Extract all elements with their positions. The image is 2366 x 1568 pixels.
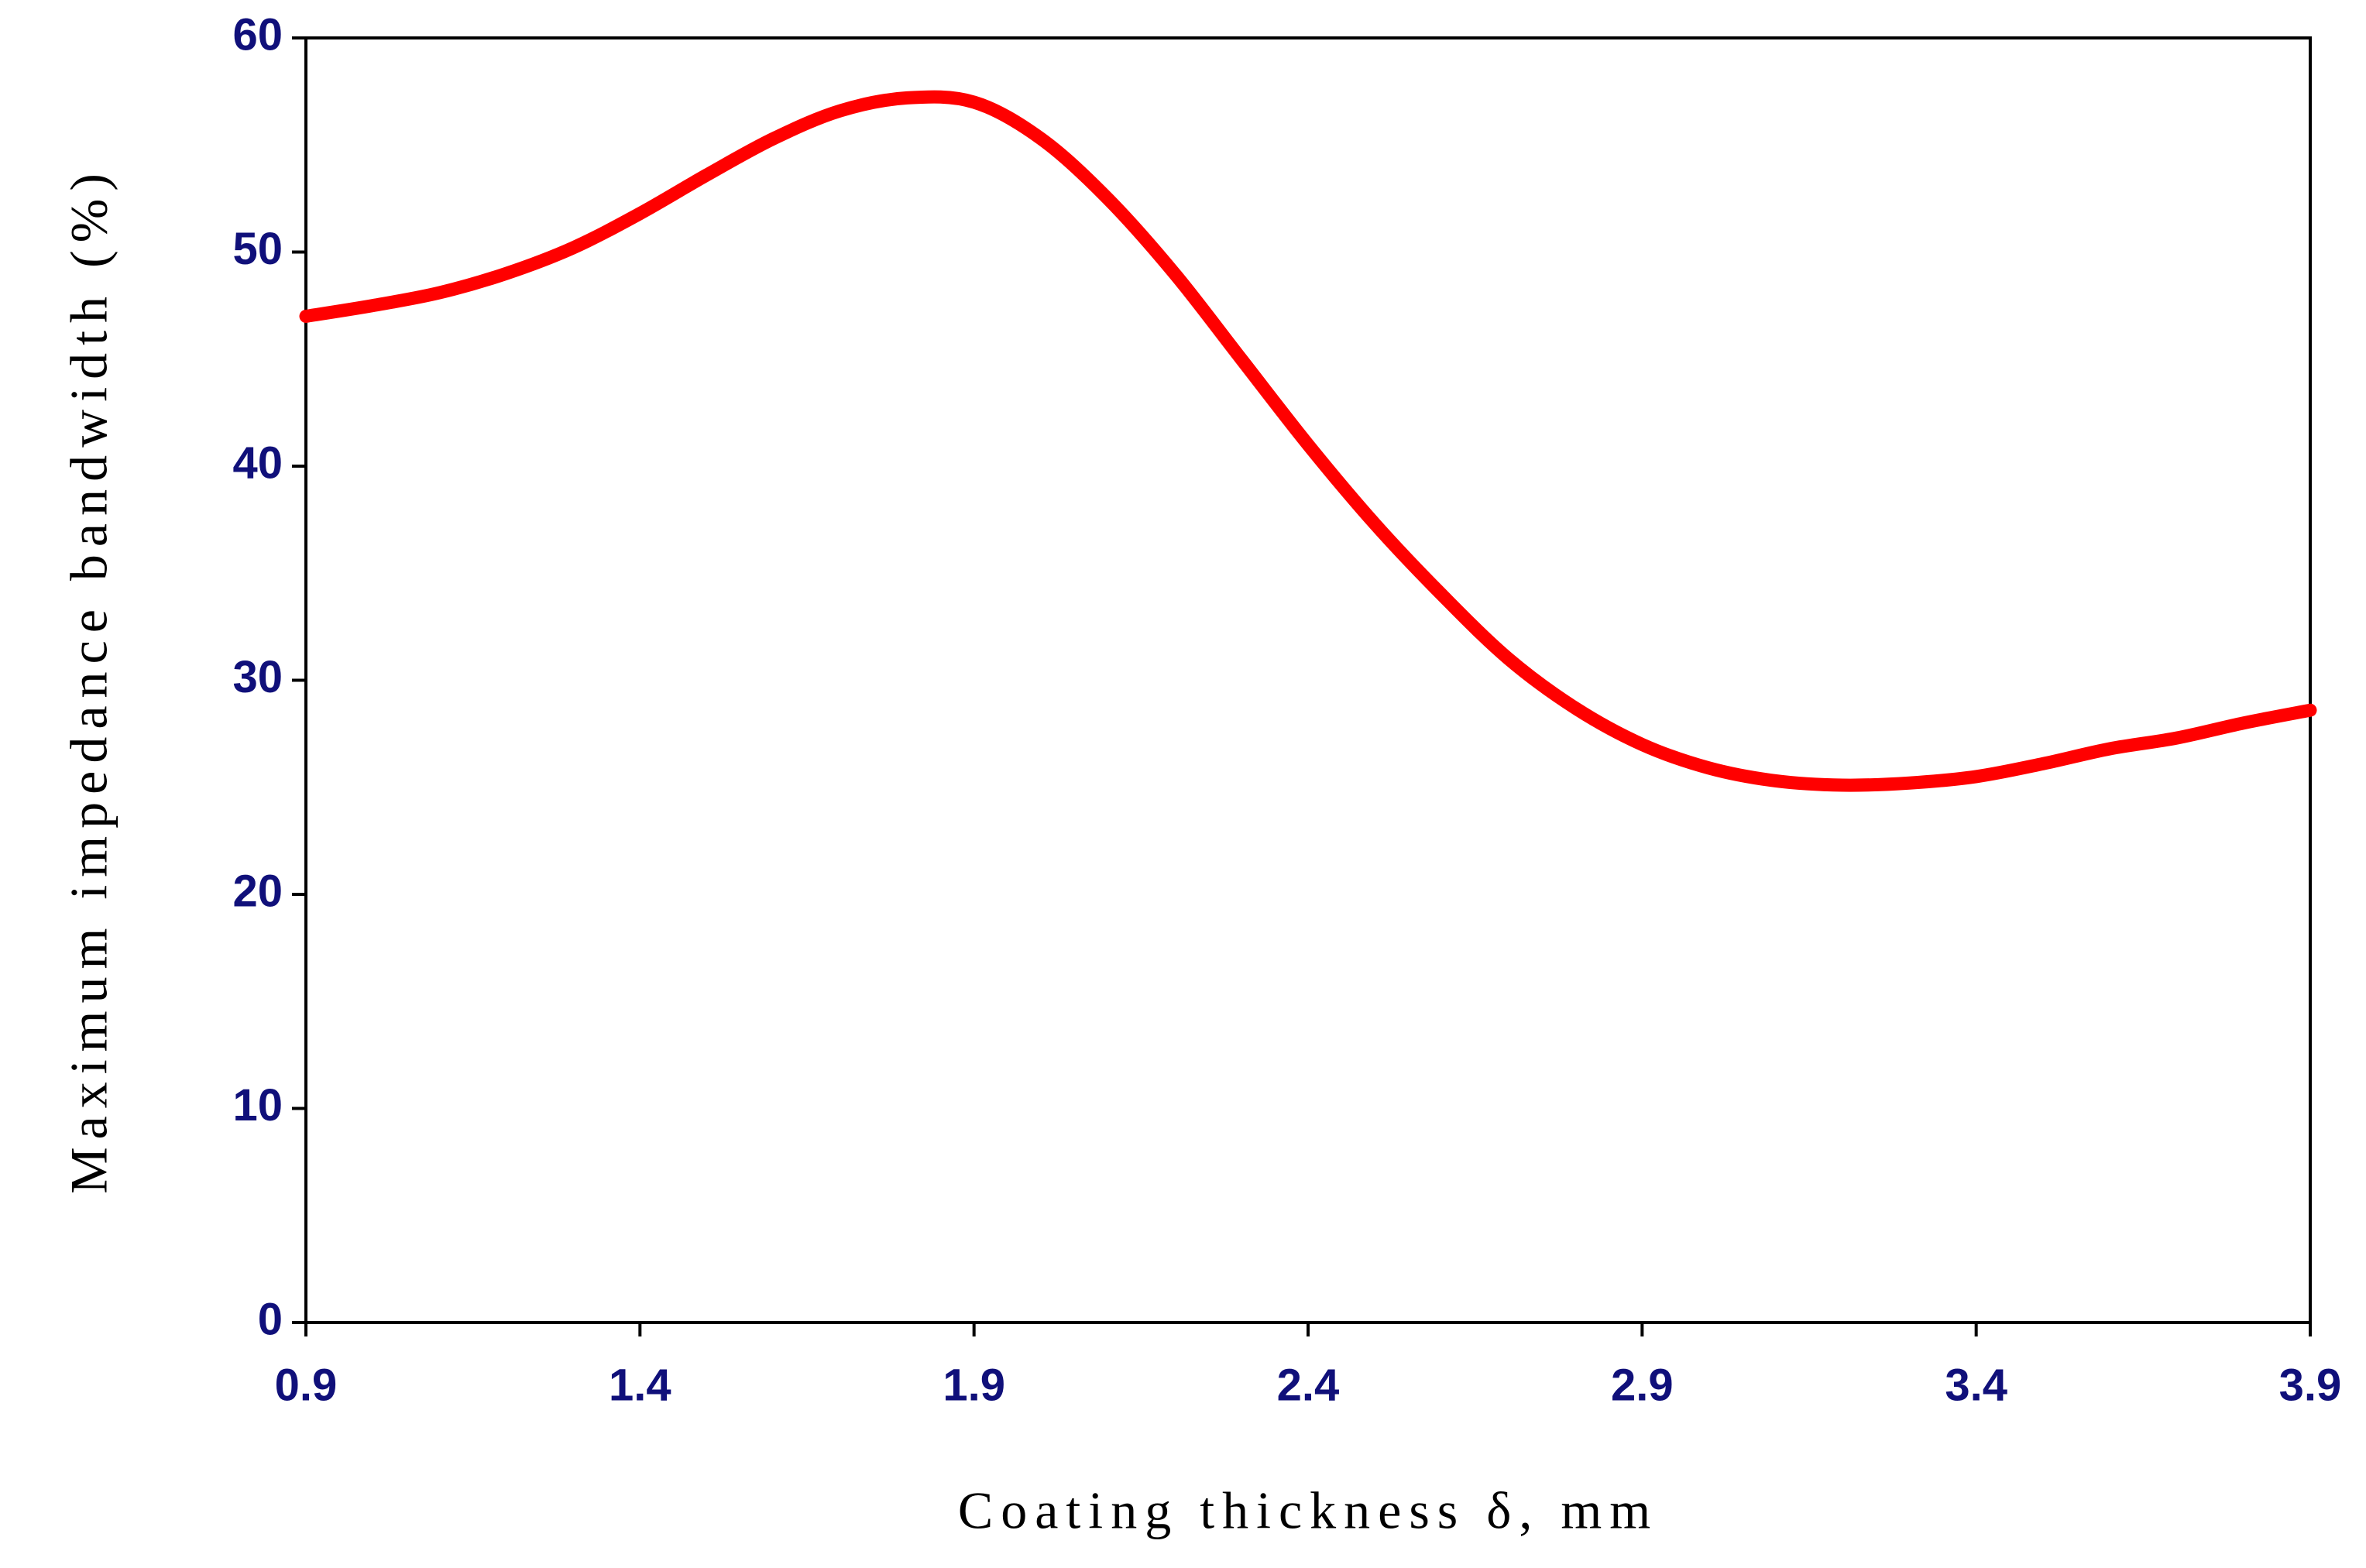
data-line — [299, 90, 2317, 792]
y-tick-label: 30 — [232, 652, 283, 702]
y-tick-label: 40 — [232, 437, 283, 488]
x-tick-label: 2.9 — [1611, 1360, 1674, 1410]
x-tick-label: 1.4 — [609, 1360, 671, 1410]
y-tick-label: 60 — [232, 9, 283, 60]
y-tick-label: 20 — [232, 866, 283, 916]
x-axis-title: Coating thickness δ, mm — [958, 1481, 1658, 1540]
y-tick-label: 0 — [258, 1294, 283, 1344]
y-axis-title: Maximum impedance bandwidth (%) — [60, 166, 118, 1194]
x-tick-label: 0.9 — [275, 1360, 338, 1410]
x-tick-label: 3.4 — [1945, 1360, 2007, 1410]
x-tick-label: 2.4 — [1277, 1360, 1340, 1410]
y-tick-label: 50 — [232, 224, 283, 274]
y-tick-label: 10 — [232, 1080, 283, 1131]
x-tick-label: 3.9 — [2279, 1360, 2342, 1410]
x-tick-label: 1.9 — [943, 1360, 1005, 1410]
